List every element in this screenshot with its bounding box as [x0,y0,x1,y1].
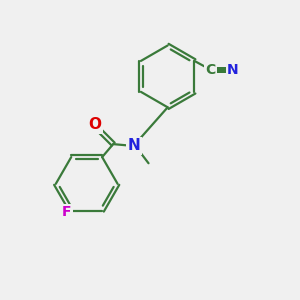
Text: N: N [227,63,239,77]
Text: F: F [62,205,72,219]
Text: N: N [128,138,140,153]
Text: C: C [206,63,216,77]
Text: O: O [88,118,101,133]
